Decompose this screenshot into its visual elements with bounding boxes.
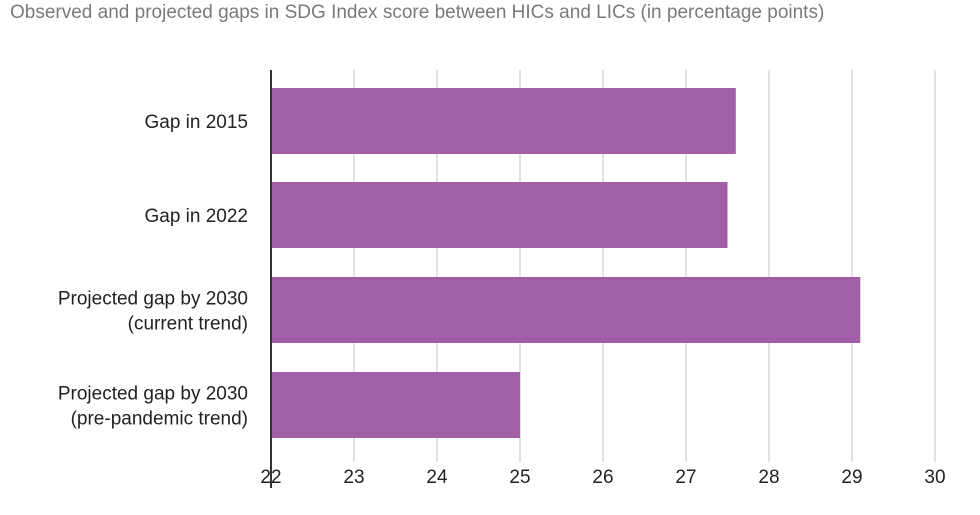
x-tick-label: 27 (675, 467, 696, 488)
category-labels: Gap in 2015 Gap in 2022 Projected gap by 2… (58, 112, 248, 430)
bar-1 (271, 182, 728, 248)
bar-3 (271, 372, 520, 438)
x-tick-label: 22 (260, 467, 281, 488)
bar-0 (271, 88, 736, 154)
bars (271, 88, 861, 438)
x-tick-label: 29 (841, 467, 862, 488)
x-tick-label: 28 (758, 467, 779, 488)
x-tick-label: 30 (924, 467, 945, 488)
category-label: Gap in 2022 (144, 206, 248, 227)
x-tick-labels: 22 23 24 25 26 27 28 29 30 (260, 467, 945, 488)
category-label: Gap in 2015 (144, 112, 248, 133)
category-label: (current trend) (128, 314, 248, 335)
bar-2 (271, 277, 861, 343)
category-label: Projected gap by 2030 (58, 384, 248, 405)
chart-title: Observed and projected gaps in SDG Index… (10, 2, 825, 23)
category-label: (pre-pandemic trend) (71, 409, 248, 430)
category-label: Projected gap by 2030 (58, 289, 248, 310)
x-tick-label: 26 (592, 467, 613, 488)
x-tick-label: 23 (343, 467, 364, 488)
x-tick-label: 25 (509, 467, 530, 488)
x-tick-label: 24 (426, 467, 448, 488)
